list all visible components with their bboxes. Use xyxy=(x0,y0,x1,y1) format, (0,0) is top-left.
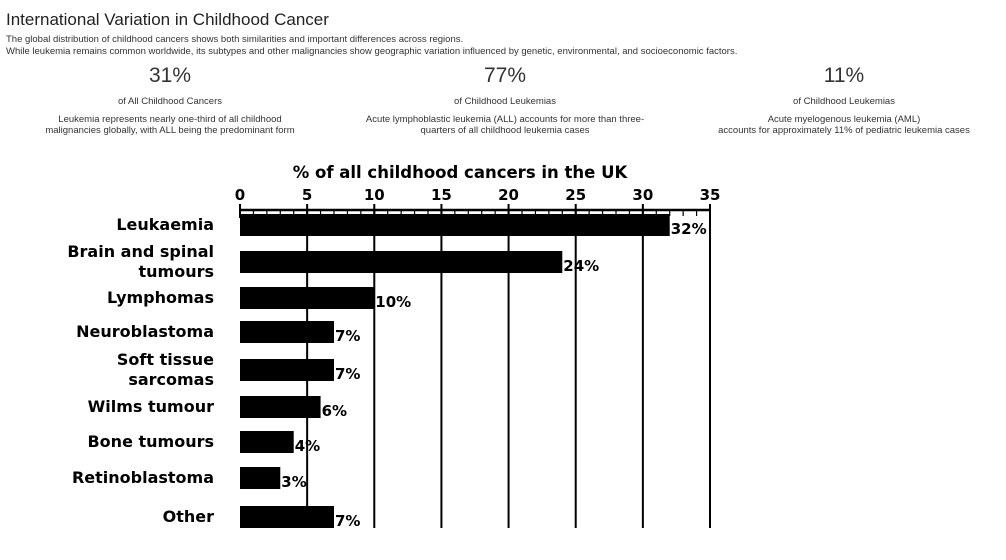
data-label: 7% xyxy=(335,512,360,530)
stat-desc-line: malignancies globally, with ALL being th… xyxy=(45,125,295,136)
x-tick-label: 35 xyxy=(700,186,721,204)
x-tick-label: 0 xyxy=(235,186,245,204)
bar xyxy=(240,359,334,381)
x-tick-label: 10 xyxy=(364,186,385,204)
category-label-line: Brain and spinal xyxy=(67,242,214,261)
subtitle-line: The global distribution of childhood can… xyxy=(6,34,464,45)
bars: 32% 24% 10% 7% 7% 6%4% 3% 7% xyxy=(240,214,707,530)
bar xyxy=(240,251,563,273)
stat-label: of All Childhood Cancers xyxy=(117,96,223,107)
chart-title: % of all childhood cancers in the UK xyxy=(293,163,629,182)
stat-card-aml: 11% of Childhood Leukemias Acute myeloge… xyxy=(686,62,1002,136)
category-label: Leukaemia xyxy=(116,215,214,234)
stat-desc-line: Acute myelogenous leukemia (AML) xyxy=(767,114,921,125)
uk-childhood-cancer-bar-chart: % of all childhood cancers in the UK 0 5 1… xyxy=(67,163,721,530)
category-label-line: tumours xyxy=(138,262,214,281)
data-label: 10% xyxy=(375,293,411,311)
page-title: International Variation in Childhood Can… xyxy=(6,10,329,29)
category-label-line: Leukaemia xyxy=(116,215,214,234)
category-labels: Leukaemia Brain and spinal tumours Lymphoma… xyxy=(67,215,214,526)
stat-desc-line: Acute lymphoblastic leukemia (ALL) accou… xyxy=(365,114,645,125)
data-label: 7% xyxy=(335,327,360,345)
subtitle-line: While leukemia remains common worldwide,… xyxy=(6,45,738,57)
category-label: Other xyxy=(163,507,214,526)
stat-description: Acute lymphoblastic leukemia (ALL) accou… xyxy=(330,114,680,136)
bar xyxy=(240,467,281,489)
x-tick-label: 20 xyxy=(498,186,519,204)
category-label: Retinoblastoma xyxy=(72,468,214,487)
data-label: 6% xyxy=(322,402,347,420)
bar xyxy=(240,287,375,309)
data-label: 3% xyxy=(281,473,306,491)
bar xyxy=(240,506,334,528)
stat-card-all-cancers: 31% of All Childhood Cancers Leukemia re… xyxy=(20,62,320,136)
stat-description: Leukemia represents nearly one-third of … xyxy=(20,114,320,136)
stat-card-all-leukemia: 77% of Childhood Leukemias Acute lymphob… xyxy=(330,62,680,136)
x-axis: 0 5 10 15 20 25 30 35 xyxy=(235,186,721,218)
stat-value: 77% xyxy=(483,64,527,87)
stat-label: of Childhood Leukemias xyxy=(793,96,895,107)
category-label: Wilms tumour xyxy=(88,397,214,416)
category-label: Bone tumours xyxy=(87,432,214,451)
category-label-line: Lymphomas xyxy=(107,288,214,307)
category-label: Lymphomas xyxy=(107,288,214,307)
bar xyxy=(240,214,670,236)
x-tick-label: 15 xyxy=(431,186,452,204)
bar xyxy=(240,431,294,453)
stat-value: 11% xyxy=(823,64,865,87)
data-label: 4% xyxy=(295,437,320,455)
stat-desc-line: accounts for approximately 11% of pediat… xyxy=(718,125,970,136)
category-label-line: Wilms tumour xyxy=(88,397,214,416)
stat-value: 31% xyxy=(148,64,192,87)
stat-description: Acute myelogenous leukemia (AML) account… xyxy=(686,114,1002,136)
bar xyxy=(240,321,334,343)
stat-desc-line: Leukemia represents nearly one-third of … xyxy=(58,114,282,125)
x-tick-label: 25 xyxy=(565,186,586,204)
category-label-line: Neuroblastoma xyxy=(76,322,214,341)
stat-desc-line: quarters of all childhood leukemia cases xyxy=(420,125,590,136)
page-subtitle: The global distribution of childhood can… xyxy=(6,34,737,57)
data-label: 32% xyxy=(671,220,707,238)
category-label-line: Soft tissue xyxy=(117,350,214,369)
category-label: Soft tissue sarcomas xyxy=(117,350,214,389)
bar xyxy=(240,396,321,418)
data-label: 7% xyxy=(335,365,360,383)
data-label: 24% xyxy=(563,257,599,275)
x-tick-label: 5 xyxy=(302,186,312,204)
category-label-line: Other xyxy=(163,507,214,526)
category-label-line: sarcomas xyxy=(128,370,214,389)
category-label-line: Bone tumours xyxy=(87,432,214,451)
stat-label: of Childhood Leukemias xyxy=(454,96,556,107)
category-label: Brain and spinal tumours xyxy=(67,242,214,281)
category-label-line: Retinoblastoma xyxy=(72,468,214,487)
category-label: Neuroblastoma xyxy=(76,322,214,341)
x-tick-label: 30 xyxy=(632,186,653,204)
